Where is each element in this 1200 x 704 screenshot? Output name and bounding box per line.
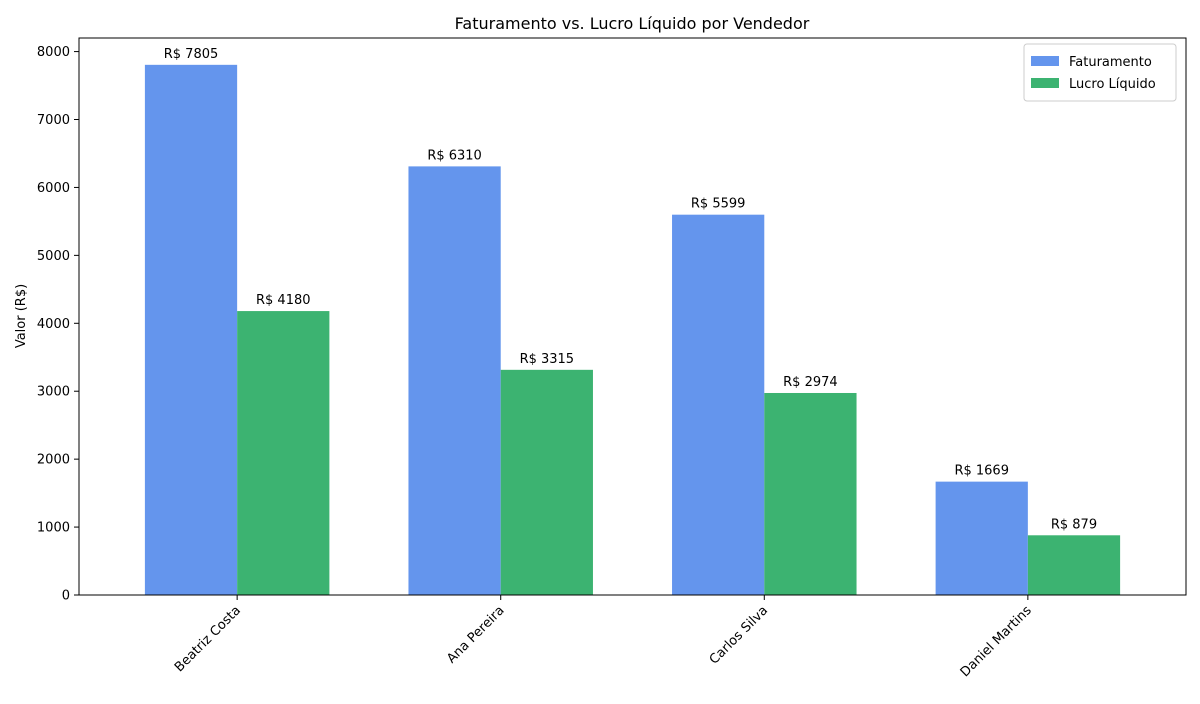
- legend-box: [1023, 43, 1177, 102]
- bar-faturamento-1: [408, 166, 501, 595]
- data-label: R$ 7805: [164, 47, 219, 62]
- legend-label: Lucro Líquido: [1069, 77, 1156, 92]
- plot-frame: [78, 37, 1187, 596]
- data-label: R$ 3315: [520, 352, 575, 367]
- y-tick-label: 4000: [37, 317, 70, 332]
- x-tick-label: Ana Pereira: [444, 603, 507, 666]
- y-tick-label: 6000: [37, 181, 70, 196]
- data-label: R$ 5599: [691, 197, 746, 212]
- bar-lucro-l-quido-2: [764, 392, 857, 595]
- x-tick-label: Beatriz Costa: [172, 603, 244, 675]
- data-label: R$ 6310: [427, 148, 482, 163]
- legend-label: Faturamento: [1069, 55, 1152, 70]
- y-tick-label: 3000: [37, 385, 70, 400]
- bar-lucro-l-quido-1: [500, 369, 593, 595]
- data-label: R$ 2974: [783, 375, 838, 390]
- y-tick-label: 2000: [37, 453, 70, 468]
- y-tick-label: 1000: [37, 521, 70, 536]
- y-tick-label: 5000: [37, 249, 70, 264]
- bar-lucro-l-quido-3: [1027, 535, 1121, 595]
- legend: Faturamento Lucro Líquido: [1023, 43, 1177, 102]
- data-label: R$ 879: [1051, 517, 1097, 532]
- data-label: R$ 1669: [954, 464, 1009, 479]
- y-tick-label: 8000: [37, 45, 70, 60]
- bar-faturamento-0: [144, 64, 238, 595]
- plot-area: R$ 7805 R$ 6310 R$ 5599 R$ 1669 R$ 4180 R$ 33…: [37, 37, 1187, 680]
- bar-lucro-l-quido-0: [237, 311, 330, 595]
- chart-title: Faturamento vs. Lucro Líquido por Vended…: [455, 14, 810, 33]
- bar-faturamento-3: [935, 481, 1028, 595]
- legend-swatch: [1031, 78, 1059, 88]
- y-tick-label: 0: [62, 589, 70, 604]
- x-tick-label: Carlos Silva: [707, 603, 771, 667]
- legend-swatch: [1031, 56, 1059, 66]
- y-axis-label: Valor (R$): [14, 284, 29, 348]
- x-tick-label: Daniel Martins: [958, 603, 1035, 680]
- bar-faturamento-2: [672, 214, 765, 595]
- data-label: R$ 4180: [256, 293, 311, 308]
- y-tick-label: 7000: [37, 113, 70, 128]
